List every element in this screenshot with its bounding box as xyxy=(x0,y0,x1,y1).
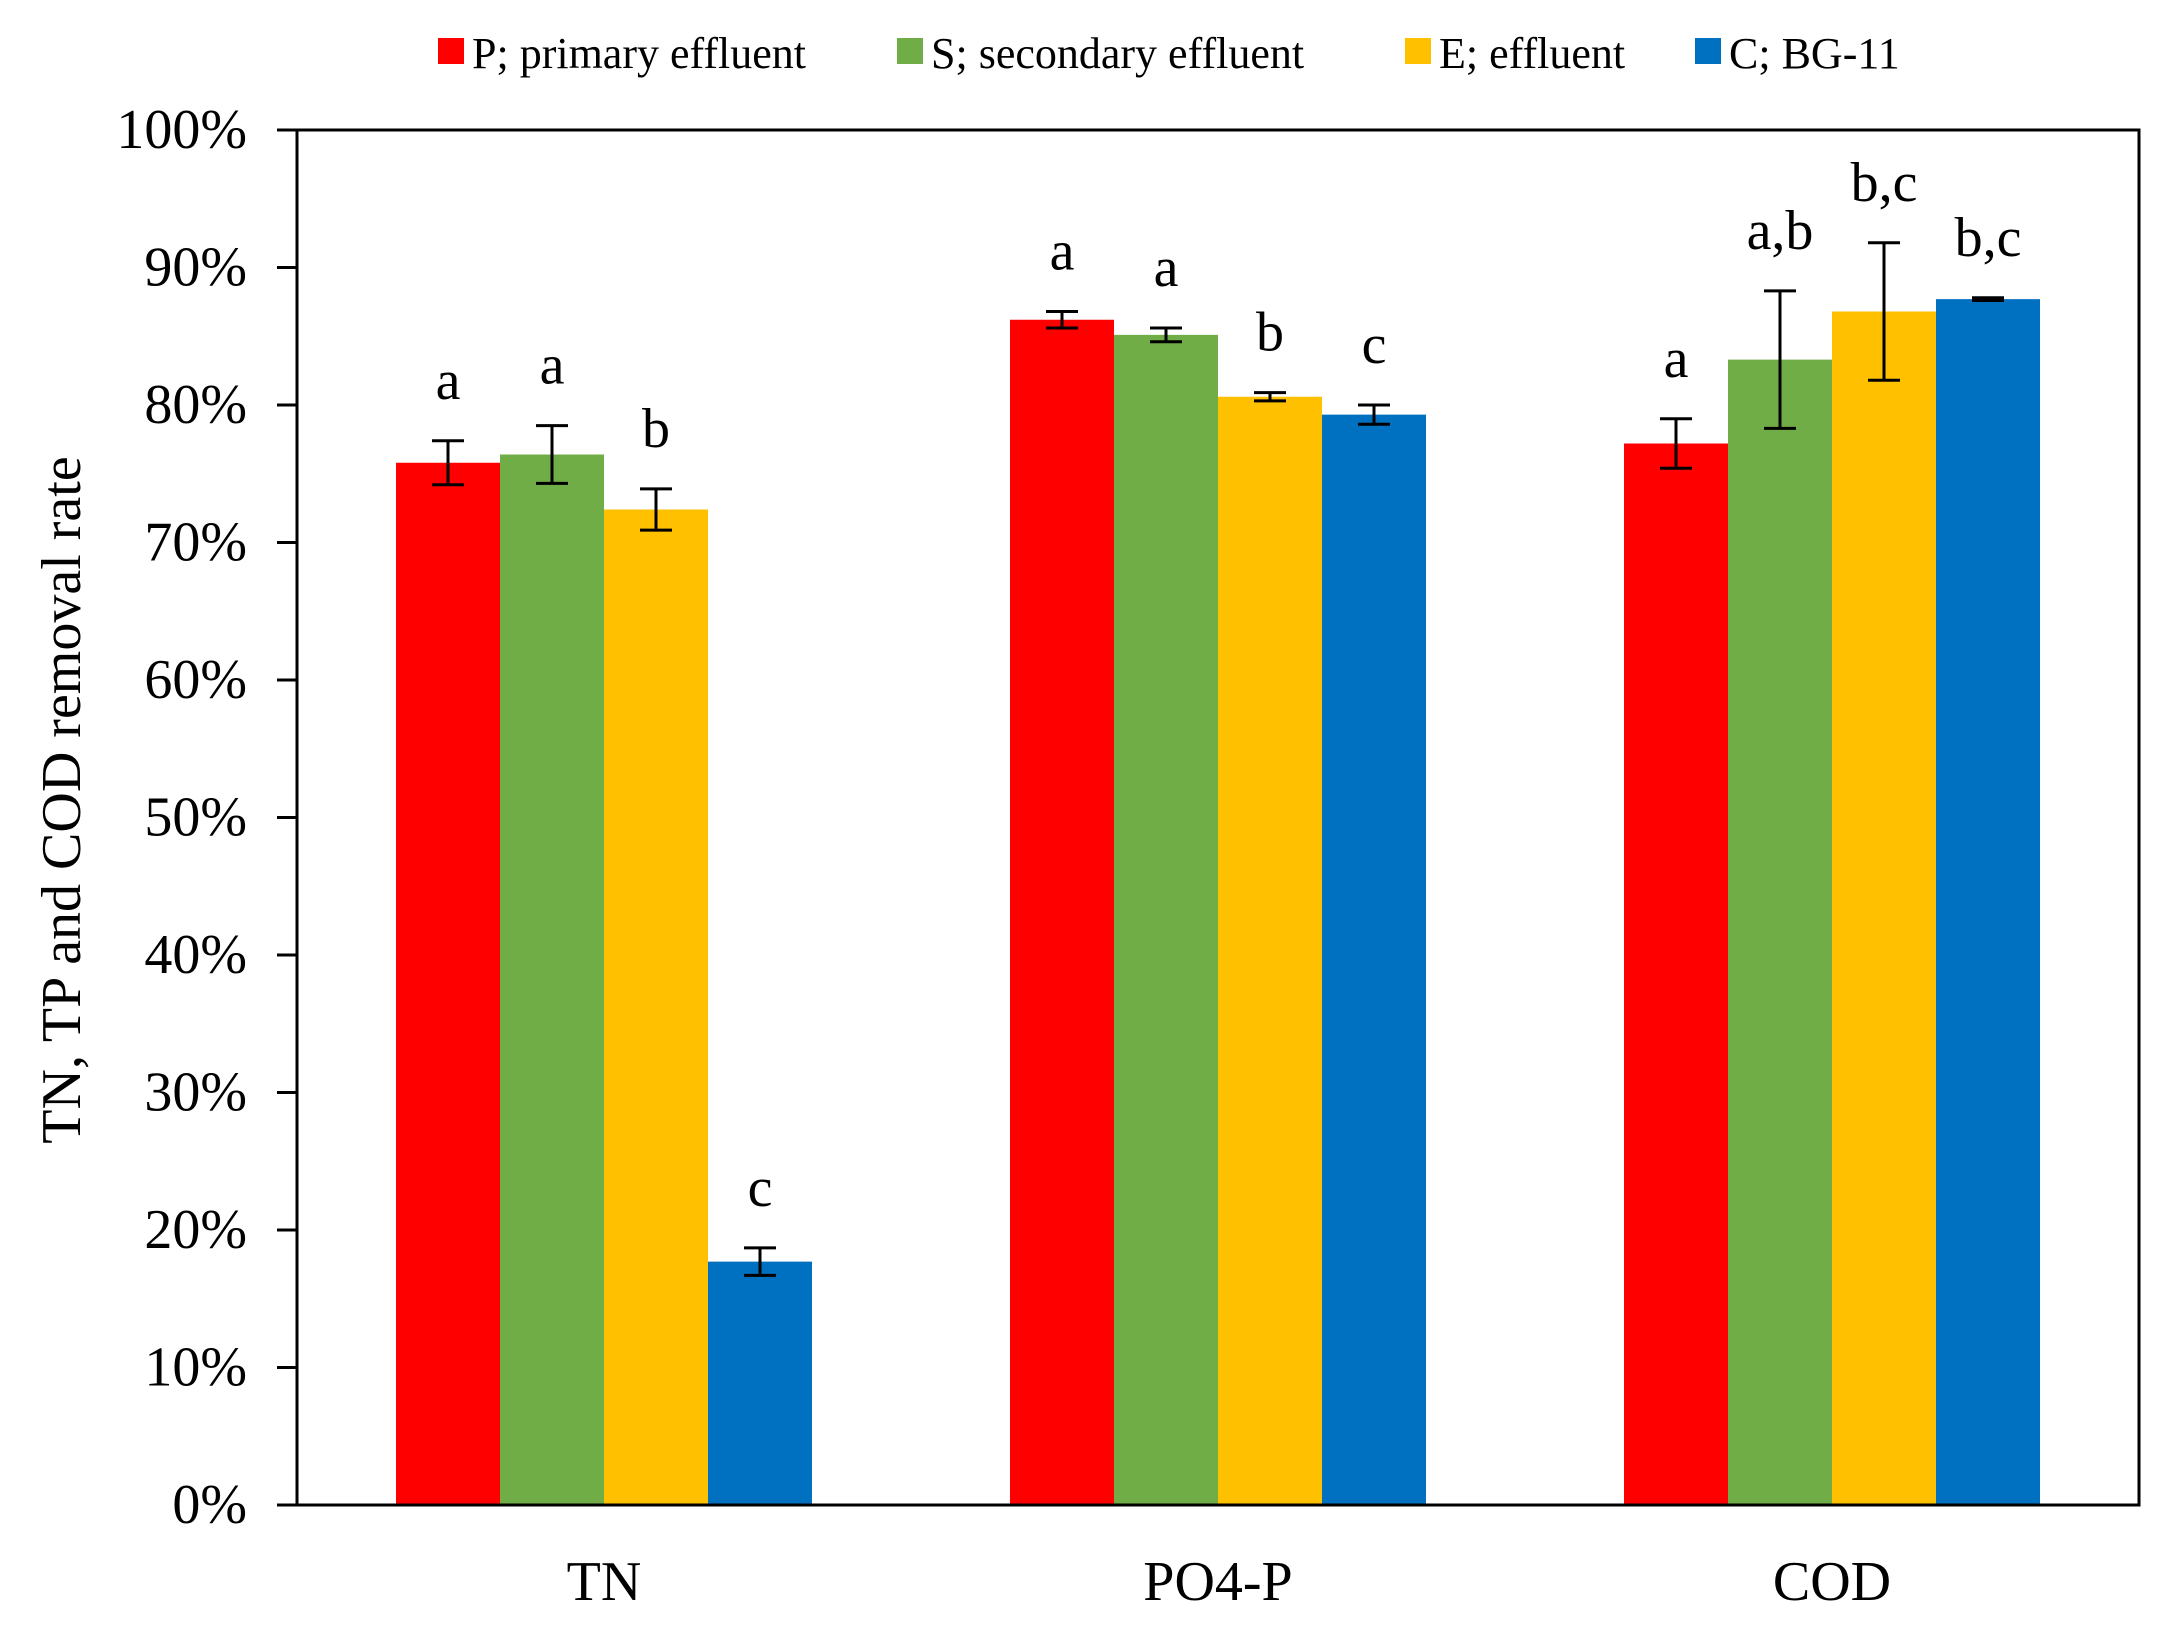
y-tick-label: 10% xyxy=(144,1337,247,1399)
error-bar-cod-series-3 xyxy=(1868,241,1900,382)
y-tick-label: 30% xyxy=(144,1062,247,1124)
legend: P; primary effluent S; secondary effluent… xyxy=(438,29,1900,78)
y-tick-label: 80% xyxy=(144,374,247,436)
y-tick-label: 0% xyxy=(172,1474,247,1536)
bar-cod-series-3 xyxy=(1832,311,1936,1505)
error-bar-po4-p-series-1 xyxy=(1046,310,1078,330)
significance-letter: a xyxy=(1050,221,1075,283)
bar-cod-series-1 xyxy=(1624,443,1728,1505)
y-tick-label: 20% xyxy=(144,1199,247,1261)
bar-tn-series-4 xyxy=(708,1261,812,1505)
error-bar-cod-series-1 xyxy=(1660,417,1692,470)
legend-label: E; effluent xyxy=(1439,29,1625,78)
x-tick-label: TN xyxy=(567,1551,642,1613)
axes: 0% 10% 20% 30% 40% 50% 60% 70% 80% 90% 100% TN PO4-P… xyxy=(116,99,2141,1613)
significance-letter: a xyxy=(1154,237,1179,299)
x-tick-label: COD xyxy=(1773,1551,1891,1613)
significance-letter: b xyxy=(1256,302,1284,364)
legend-label: P; primary effluent xyxy=(472,29,806,78)
error-bar-po4-p-series-3 xyxy=(1254,391,1286,403)
error-bar-tn-series-1 xyxy=(432,439,464,487)
bar-cod-series-4 xyxy=(1936,299,2040,1505)
significance-letter: b xyxy=(642,398,670,460)
bar-po4-p-series-2 xyxy=(1114,334,1218,1505)
legend-label: C; BG-11 xyxy=(1729,29,1900,78)
legend-item: S; secondary effluent xyxy=(897,29,1304,78)
legend-item: C; BG-11 xyxy=(1695,29,1900,78)
error-bars xyxy=(432,241,2004,1277)
significance-letter: b,c xyxy=(1851,152,1918,214)
significance-letter: c xyxy=(1362,314,1387,376)
bar-po4-p-series-3 xyxy=(1218,396,1322,1505)
error-bar-cod-series-2 xyxy=(1764,289,1796,430)
x-tick-label: PO4-P xyxy=(1143,1551,1292,1613)
legend-swatch xyxy=(438,38,464,64)
legend-swatch xyxy=(1695,38,1721,64)
legend-item: E; effluent xyxy=(1405,29,1625,78)
bar-po4-p-series-1 xyxy=(1010,319,1114,1505)
legend-swatch xyxy=(1405,38,1431,64)
significance-letter: c xyxy=(748,1157,773,1219)
y-tick-label: 50% xyxy=(144,787,247,849)
error-bar-tn-series-2 xyxy=(536,424,568,485)
bars xyxy=(396,299,2040,1505)
legend-item: P; primary effluent xyxy=(438,29,806,78)
y-tick-label: 40% xyxy=(144,924,247,986)
y-tick-label: 70% xyxy=(144,512,247,574)
significance-letter: b,c xyxy=(1955,207,2022,269)
significance-letter: a xyxy=(436,350,461,412)
bar-cod-series-2 xyxy=(1728,359,1832,1505)
y-tick-label: 60% xyxy=(144,649,247,711)
significance-letters: a a a a a a,b b b b,c c c b,c xyxy=(436,152,2022,1219)
error-bar-tn-series-3 xyxy=(640,487,672,532)
error-bar-cod-series-4 xyxy=(1972,296,2004,302)
bar-tn-series-1 xyxy=(396,462,500,1505)
significance-letter: a,b xyxy=(1747,200,1814,262)
legend-swatch xyxy=(897,38,923,64)
significance-letter: a xyxy=(540,335,565,397)
bar-tn-series-2 xyxy=(500,454,604,1505)
error-bar-po4-p-series-2 xyxy=(1150,326,1182,344)
error-bar-tn-series-4 xyxy=(744,1246,776,1277)
significance-letter: a xyxy=(1664,328,1689,390)
y-tick-label: 100% xyxy=(116,99,247,161)
bar-po4-p-series-4 xyxy=(1322,414,1426,1505)
y-axis-title: TN, TP and COD removal rate xyxy=(31,456,93,1143)
error-bar-po4-p-series-4 xyxy=(1358,403,1390,426)
legend-label: S; secondary effluent xyxy=(931,29,1304,78)
y-tick-label: 90% xyxy=(144,237,247,299)
bar-tn-series-3 xyxy=(604,509,708,1505)
